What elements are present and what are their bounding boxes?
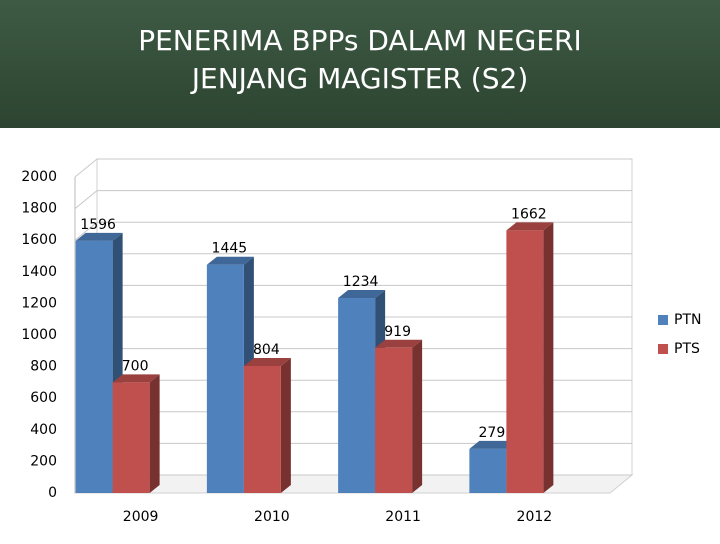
bar-side — [280, 357, 291, 493]
data-label: 919 — [384, 324, 411, 340]
legend-label: PTS — [674, 341, 700, 357]
legend-label: PTN — [674, 312, 701, 328]
y-tick-label: 1800 — [21, 201, 57, 217]
title-line: JENJANG MAGISTER (S2) — [190, 62, 529, 95]
bar — [112, 382, 150, 493]
bar — [243, 365, 281, 493]
bar-side — [149, 374, 160, 493]
bar-top — [112, 374, 160, 383]
legend-swatch — [658, 315, 668, 325]
x-tick-label: 2010 — [254, 509, 290, 525]
bar-side — [412, 339, 423, 493]
bar-top — [506, 222, 554, 231]
legend-swatch — [658, 344, 668, 354]
data-label: 1596 — [80, 217, 116, 233]
bar-side — [543, 222, 554, 494]
bar — [375, 347, 413, 493]
bar-top — [469, 440, 517, 449]
grid-line — [74, 158, 632, 178]
bar — [206, 264, 244, 493]
bar-top — [338, 290, 386, 299]
y-tick-label: 2000 — [21, 169, 57, 185]
y-tick-label: 0 — [48, 485, 57, 501]
title-line: PENERIMA BPPs DALAM NEGERI — [138, 24, 582, 57]
y-tick-label: 400 — [30, 422, 57, 438]
bar-top — [243, 357, 291, 366]
y-tick-label: 200 — [30, 453, 57, 469]
bar — [506, 230, 544, 494]
bar-top — [375, 339, 423, 348]
grid-line — [74, 190, 632, 209]
bar — [75, 240, 113, 493]
y-tick-label: 800 — [30, 359, 57, 375]
chart: 0 200 400 600 800 1000 1200 1400 1600 1800 2000 200… — [21, 158, 701, 525]
x-tick-label: 2012 — [517, 509, 553, 525]
data-label: 804 — [253, 342, 280, 358]
bar — [338, 298, 376, 493]
data-label: 279 — [479, 425, 506, 441]
data-label: 1234 — [343, 274, 379, 290]
data-label: 1662 — [511, 206, 547, 222]
data-label: 1445 — [212, 241, 248, 257]
y-tick-label: 1200 — [21, 295, 57, 311]
bar-top — [206, 256, 254, 265]
y-tick-label: 1600 — [21, 232, 57, 248]
grid-line — [74, 221, 632, 241]
x-tick-label: 2011 — [385, 509, 421, 525]
data-label: 700 — [122, 358, 149, 374]
bar-top — [75, 232, 123, 241]
bar — [469, 448, 507, 493]
y-tick-label: 1400 — [21, 264, 57, 280]
header-band — [0, 0, 720, 128]
y-tick-label: 1000 — [21, 327, 57, 343]
x-tick-label: 2009 — [123, 509, 159, 525]
y-tick-label: 600 — [30, 390, 57, 406]
